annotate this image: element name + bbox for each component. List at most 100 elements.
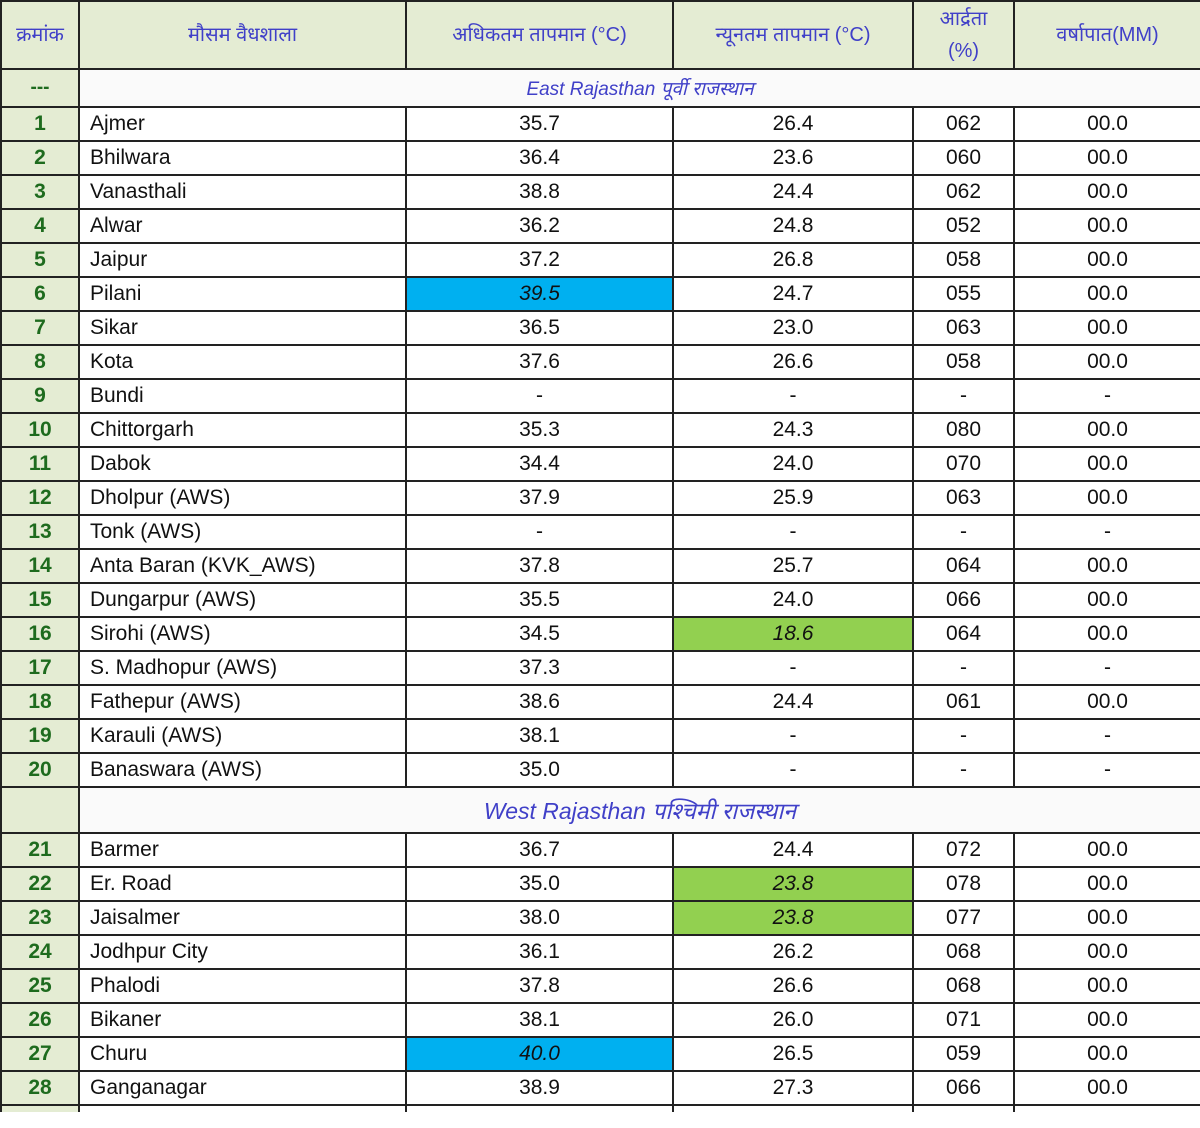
cell-humidity: 064 — [912, 548, 1015, 584]
cell-rainfall: 00.0 — [1013, 866, 1200, 902]
partial-cell — [78, 1104, 407, 1112]
cell-serial: 12 — [0, 480, 80, 516]
cell-max-temp: 38.6 — [405, 684, 674, 720]
cell-min-temp: 24.0 — [672, 582, 914, 618]
cell-humidity: 068 — [912, 968, 1015, 1004]
cell-min-temp: 23.8 — [672, 866, 914, 902]
section-row-east: --- East Rajasthan पूर्वी राजस्थान — [0, 68, 1200, 108]
cell-max-temp: 36.7 — [405, 832, 674, 868]
cell-serial: 13 — [0, 514, 80, 550]
table-row: 1 Ajmer 35.7 26.4 062 00.0 — [0, 106, 1200, 142]
cell-max-temp: 38.1 — [405, 1002, 674, 1038]
cell-rainfall: 00.0 — [1013, 106, 1200, 142]
table-row: 3 Vanasthali 38.8 24.4 062 00.0 — [0, 174, 1200, 210]
cell-min-temp: 24.3 — [672, 412, 914, 448]
table-row: 21 Barmer 36.7 24.4 072 00.0 — [0, 832, 1200, 868]
cell-min-temp: - — [672, 378, 914, 414]
cell-rainfall: 00.0 — [1013, 140, 1200, 176]
cell-max-temp: 37.8 — [405, 548, 674, 584]
cell-serial: 1 — [0, 106, 80, 142]
cell-humidity: 071 — [912, 1002, 1015, 1038]
cell-humidity: 077 — [912, 900, 1015, 936]
cell-station: Phalodi — [78, 968, 407, 1004]
cell-humidity: 070 — [912, 446, 1015, 482]
header-row: क्रमांक मौसम वैधशाला अधिकतम तापमान (°C) … — [0, 0, 1200, 70]
cell-station: Vanasthali — [78, 174, 407, 210]
cell-serial: 8 — [0, 344, 80, 380]
cell-humidity: 052 — [912, 208, 1015, 244]
cell-serial: 28 — [0, 1070, 80, 1106]
cell-rainfall: 00.0 — [1013, 412, 1200, 448]
table-row: 19 Karauli (AWS) 38.1- - - — [0, 718, 1200, 754]
cell-min-temp: 18.6 — [672, 616, 914, 652]
cell-humidity: 068 — [912, 934, 1015, 970]
cell-max-temp: 36.4 — [405, 140, 674, 176]
cell-humidity: 059 — [912, 1036, 1015, 1072]
cell-min-temp: 24.4 — [672, 832, 914, 868]
table-row: 26 Bikaner 38.1 26.0 071 00.0 — [0, 1002, 1200, 1038]
cell-station: Dabok — [78, 446, 407, 482]
cell-humidity: 060 — [912, 140, 1015, 176]
cell-max-temp: 35.0 — [405, 866, 674, 902]
table-row: 5 Jaipur 37.2 26.8 058 00.0 — [0, 242, 1200, 278]
header-serial: क्रमांक — [0, 0, 80, 70]
table-row: 16 Sirohi (AWS) 34.5 18.6 064 00.0 — [0, 616, 1200, 652]
cell-min-temp: 24.4 — [672, 684, 914, 720]
cell-max-temp: 38.8 — [405, 174, 674, 210]
cell-max-temp: - — [405, 378, 674, 414]
cell-rainfall: 00.0 — [1013, 446, 1200, 482]
cell-rainfall: 00.0 — [1013, 208, 1200, 244]
cell-station: Bundi — [78, 378, 407, 414]
partial-cell — [405, 1104, 674, 1112]
cell-humidity: - — [912, 378, 1015, 414]
cell-station: Fathepur (AWS) — [78, 684, 407, 720]
cell-rainfall: 00.0 — [1013, 1036, 1200, 1072]
cell-station: Jodhpur City — [78, 934, 407, 970]
cell-max-temp: 37.8 — [405, 968, 674, 1004]
cell-station: Bikaner — [78, 1002, 407, 1038]
partial-cell — [912, 1104, 1015, 1112]
cell-humidity: - — [912, 752, 1015, 788]
cell-max-temp: 35.5 — [405, 582, 674, 618]
cell-min-temp: 26.4 — [672, 106, 914, 142]
section-index: --- — [0, 68, 80, 108]
cell-max-temp: - — [405, 514, 674, 550]
cell-serial: 11 — [0, 446, 80, 482]
header-rainfall: वर्षापात(MM) — [1013, 0, 1200, 70]
partial-cell — [672, 1104, 914, 1112]
cell-min-temp: 24.4 — [672, 174, 914, 210]
section-title: West Rajasthan पश्चिमी राजस्थान — [78, 786, 1200, 834]
table-row: 10 Chittorgarh 35.3 24.3 080 00.0 — [0, 412, 1200, 448]
cell-rainfall: - — [1013, 514, 1200, 550]
cell-serial: 24 — [0, 934, 80, 970]
cell-min-temp: 25.9 — [672, 480, 914, 516]
cell-serial: 7 — [0, 310, 80, 346]
cell-rainfall: - — [1013, 718, 1200, 754]
cell-max-temp: 35.7 — [405, 106, 674, 142]
cell-max-temp: 38.0 — [405, 900, 674, 936]
cell-humidity: 066 — [912, 1070, 1015, 1106]
cell-station: Ganganagar — [78, 1070, 407, 1106]
cell-rainfall: 00.0 — [1013, 548, 1200, 584]
cell-serial: 4 — [0, 208, 80, 244]
header-max-temp: अधिकतम तापमान (°C) — [405, 0, 674, 70]
table-row: 4 Alwar 36.2 24.8 052 00.0 — [0, 208, 1200, 244]
header-humidity: आर्द्रता (%) — [912, 0, 1015, 70]
table-row: 27 Churu 40.0 26.5 059 00.0 — [0, 1036, 1200, 1072]
cell-humidity: - — [912, 650, 1015, 686]
cell-max-temp: 38.1 — [405, 718, 674, 754]
cell-station: Chittorgarh — [78, 412, 407, 448]
cell-humidity: 058 — [912, 242, 1015, 278]
cell-rainfall: 00.0 — [1013, 934, 1200, 970]
cell-min-temp: - — [672, 752, 914, 788]
cell-min-temp: 26.2 — [672, 934, 914, 970]
cell-min-temp: 25.7 — [672, 548, 914, 584]
cell-min-temp: - — [672, 718, 914, 754]
cell-rainfall: 00.0 — [1013, 310, 1200, 346]
cell-humidity: 062 — [912, 106, 1015, 142]
partial-row — [0, 1104, 1200, 1112]
cell-rainfall: 00.0 — [1013, 344, 1200, 380]
cell-max-temp: 34.5 — [405, 616, 674, 652]
cell-min-temp: 26.6 — [672, 344, 914, 380]
